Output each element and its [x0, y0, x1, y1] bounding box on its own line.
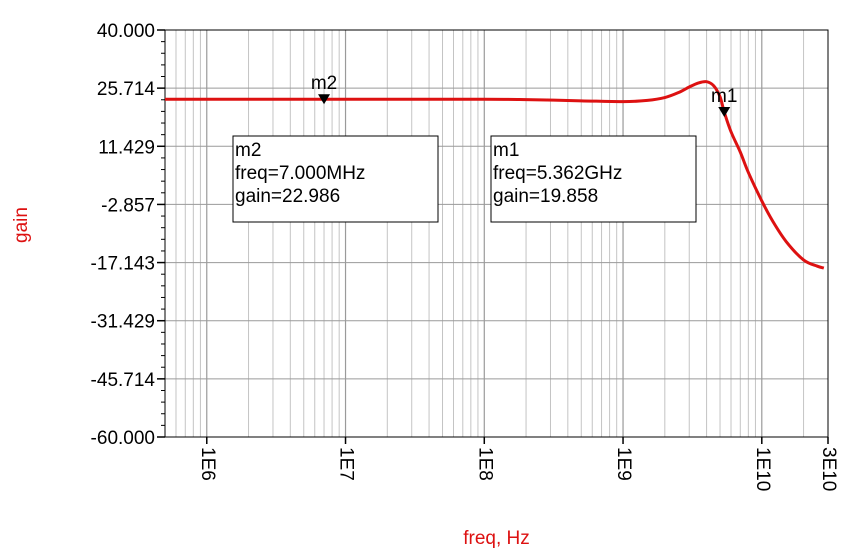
- x-tick-label: 1E10: [752, 447, 773, 491]
- marker-m2-readout-line: gain=22.986: [235, 186, 340, 207]
- x-tick-label: 3E10: [818, 447, 839, 491]
- x-tick-label: 1E6: [197, 447, 218, 481]
- x-axis-label: freq, Hz: [463, 528, 530, 549]
- y-tick-label: -45.714: [91, 370, 156, 391]
- y-tick-label: -17.143: [91, 254, 155, 275]
- marker-m1-readout-line: m1: [493, 140, 519, 161]
- marker-m1-label: m1: [711, 86, 737, 107]
- x-tick-label: 1E9: [613, 447, 634, 481]
- y-tick-label: -2.857: [101, 195, 155, 216]
- x-tick-label: 1E7: [336, 447, 357, 481]
- marker-m1-readout-box: [490, 135, 697, 223]
- x-tick-labels: 1E6 1E7 1E8 1E9 1E10 3E10: [197, 447, 839, 491]
- marker-m2-label: m2: [311, 73, 337, 94]
- markers: m2m2freq=7.000MHzgain=22.986m1m1freq=5.3…: [232, 73, 737, 223]
- gain-series-line: [164, 80, 825, 270]
- marker-m1-readout-line: freq=5.362GHz: [493, 163, 622, 184]
- marker-m2-readout-line: freq=7.000MHz: [235, 163, 365, 184]
- y-axis-ticks: [157, 29, 165, 438]
- marker-m2-readout-line: m2: [235, 140, 261, 161]
- marker-m1-triangle: [718, 106, 731, 117]
- y-tick-label: -31.429: [91, 312, 155, 333]
- x-axis-ticks: [206, 437, 829, 444]
- y-tick-label: 25.714: [97, 79, 156, 100]
- plot-frame: [164, 29, 829, 438]
- marker-m2-triangle: [318, 94, 331, 105]
- y-tick-label: 40.000: [97, 21, 155, 42]
- y-tick-label: 11.429: [98, 137, 155, 158]
- marker-m2-readout-box: [232, 135, 439, 223]
- y-axis-label: gain: [11, 207, 32, 243]
- x-tick-label: 1E8: [474, 447, 495, 481]
- marker-m1-readout-line: gain=19.858: [493, 186, 598, 207]
- y-tick-labels: 40.000 25.714 11.429 -2.857 -17.143 -31.429 -4…: [91, 21, 156, 449]
- y-tick-label: -60.000: [91, 428, 155, 449]
